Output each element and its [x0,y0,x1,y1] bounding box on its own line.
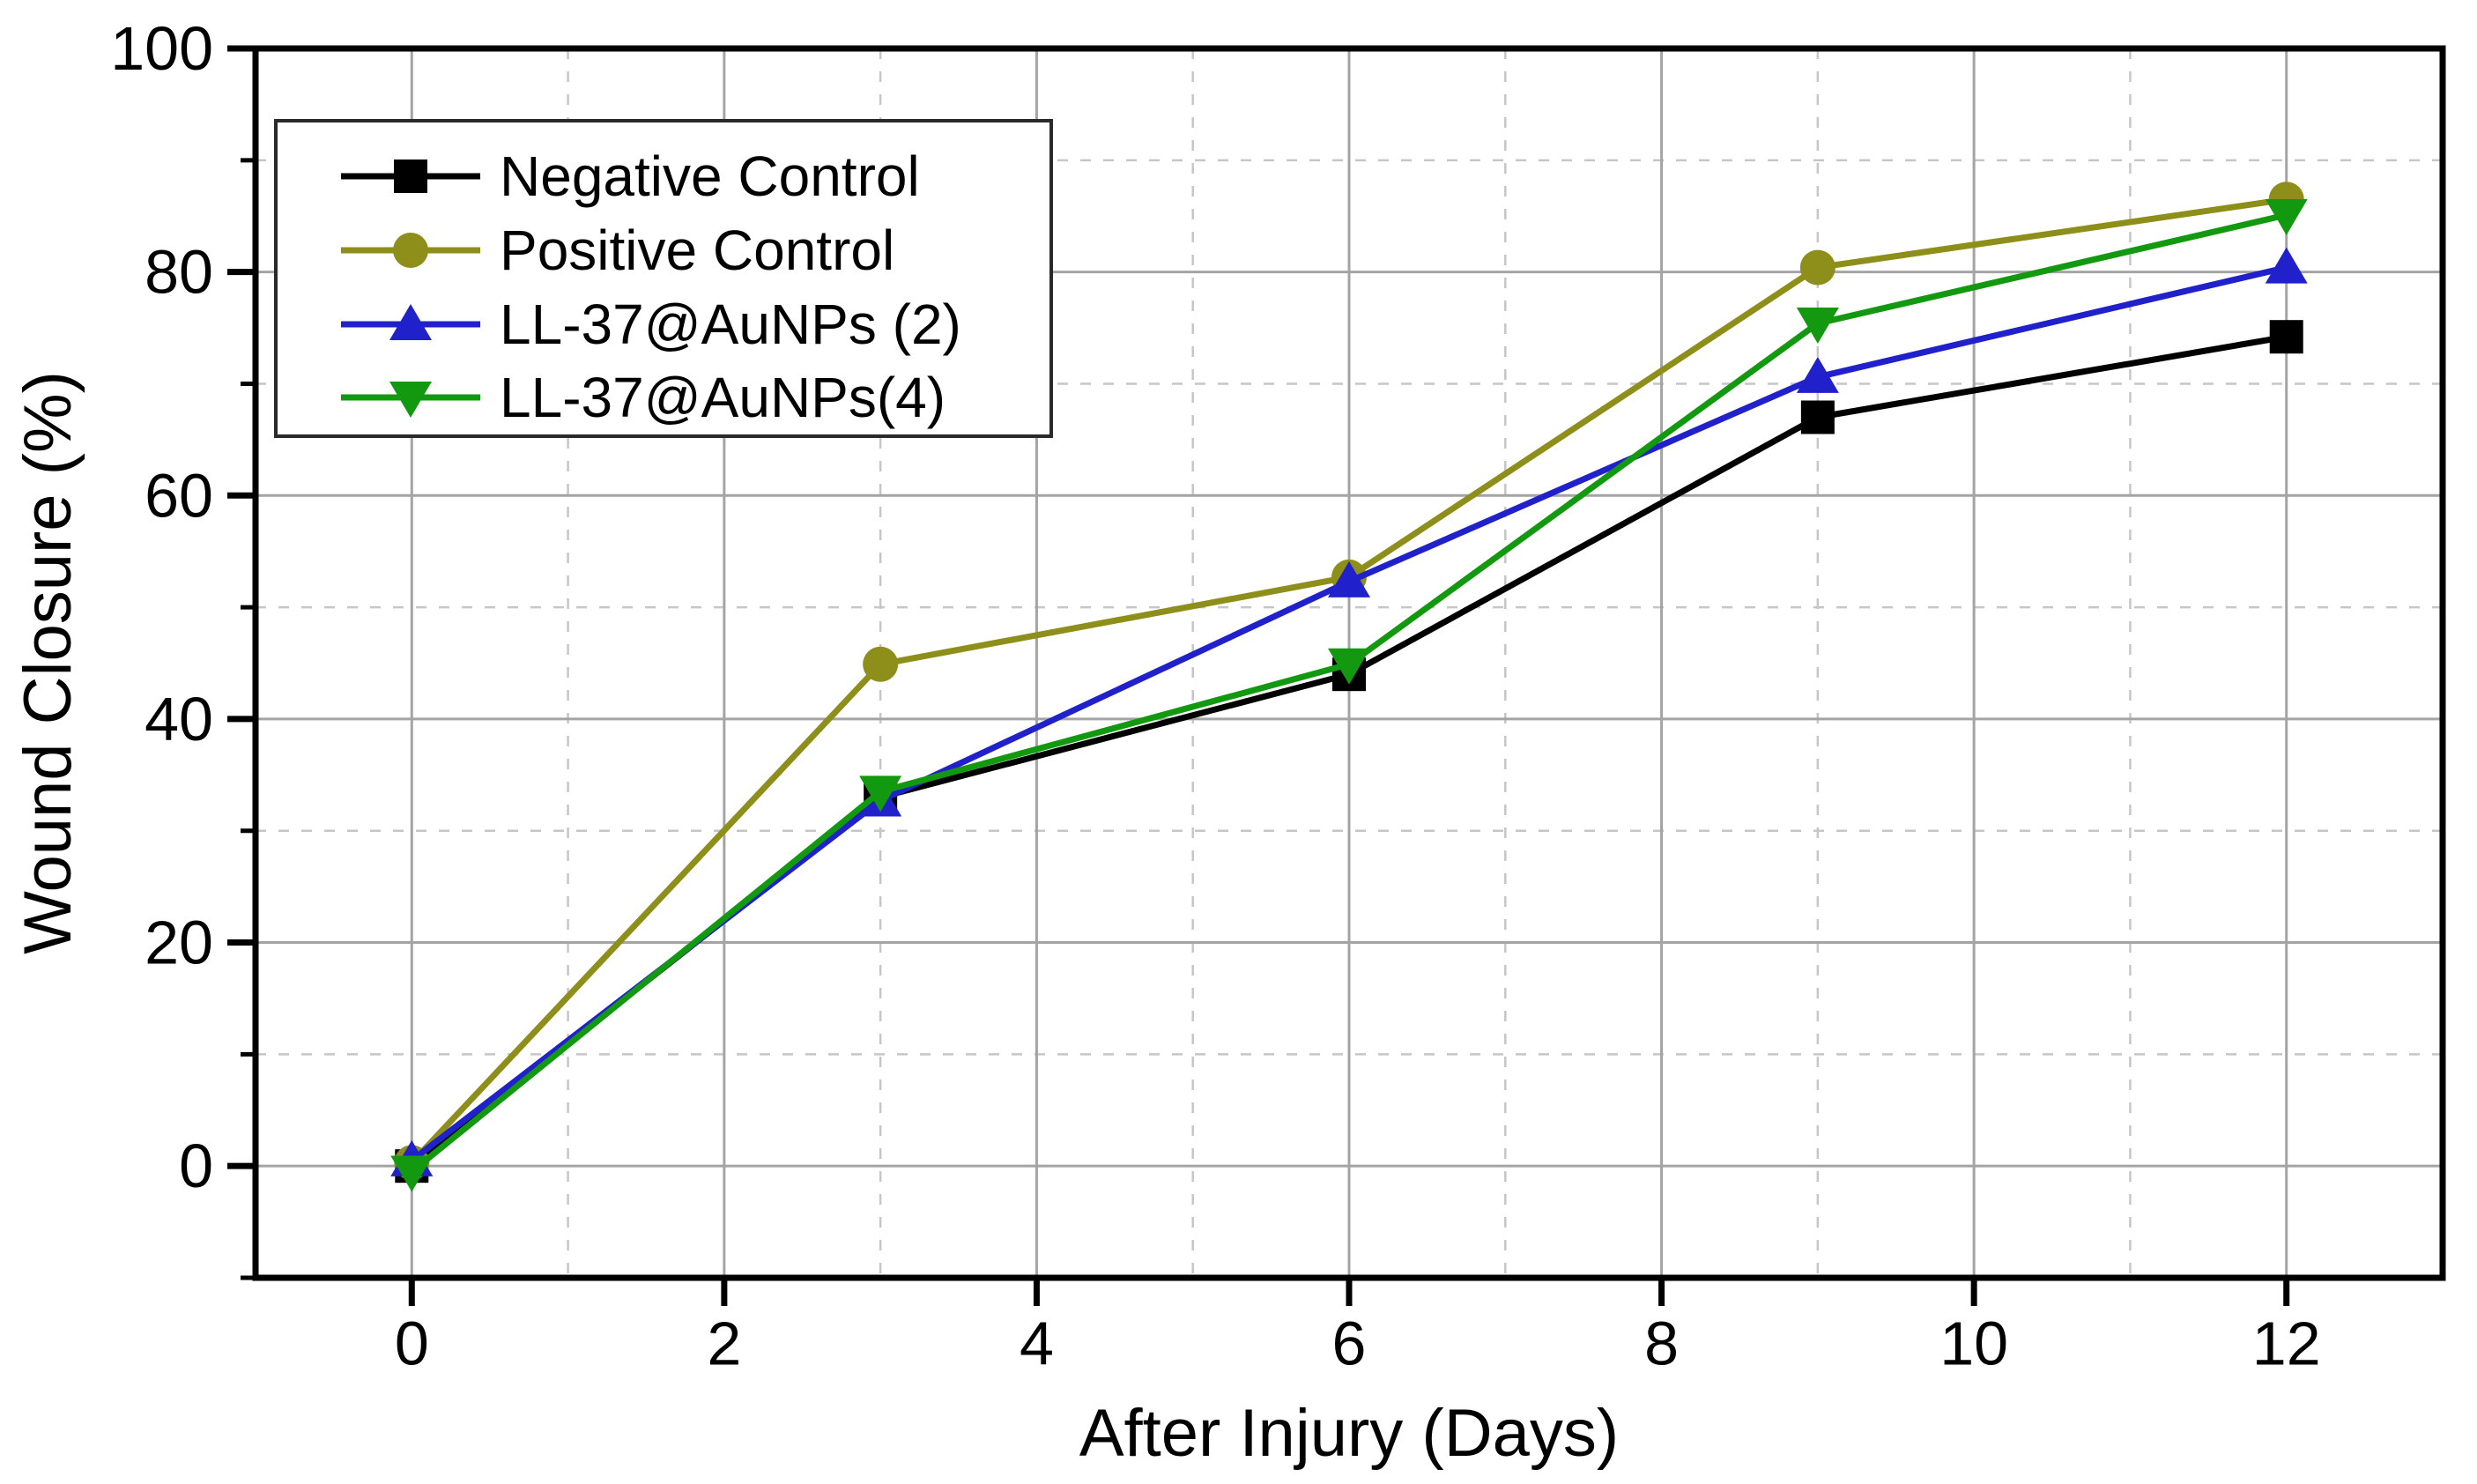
data-point-marker [2265,247,2308,284]
y-tick-label: 60 [145,461,213,530]
legend-entry: LL-37@AuNPs(4) [341,366,946,429]
legend-entry: LL-37@AuNPs (2) [341,293,961,356]
legend-marker-triangle-up [389,304,432,340]
x-tick-label: 4 [1020,1309,1054,1377]
axis-ticks [227,45,2290,1306]
legend-label: LL-37@AuNPs(4) [500,366,946,429]
legend-entry: Positive Control [341,219,894,282]
data-point-marker [1796,356,1839,393]
legend-label: Positive Control [500,219,894,282]
legend-marker-triangle-down [389,382,432,418]
y-tick-label: 100 [110,14,213,83]
axis-tick-labels: 0 2 4 6 8 10 12 0 20 40 60 80 100 [110,14,2320,1377]
x-axis-title: After Injury (Days) [1079,1396,1619,1471]
y-tick-label: 80 [145,238,213,307]
data-point-marker [1799,249,1836,286]
y-tick-label: 40 [145,685,213,753]
x-tick-label: 10 [1939,1309,2008,1377]
y-tick-label: 20 [145,909,213,977]
data-point-marker [1328,560,1370,597]
legend: Negative Control Positive Control LL-37@Au… [274,119,1053,438]
legend-entry: Negative Control [341,145,920,208]
x-tick-label: 6 [1332,1309,1367,1377]
x-tick-label: 0 [395,1309,429,1377]
data-point-marker [863,646,899,682]
data-point-marker [2265,198,2308,235]
x-tick-label: 8 [1644,1309,1679,1377]
data-point-marker [2269,320,2303,354]
legend-marker-circle [393,233,428,268]
legend-label: Negative Control [500,145,920,208]
legend-label: LL-37@AuNPs (2) [500,293,961,356]
x-tick-label: 12 [2252,1309,2321,1377]
data-point-marker [1328,648,1370,685]
data-point-marker [1800,400,1835,434]
x-tick-label: 2 [707,1309,741,1377]
y-axis-title: Wound Closure (%) [11,371,85,954]
data-point-marker [859,775,902,812]
series-ll-37-aunps-4- [390,198,2308,1192]
y-tick-label: 0 [179,1132,213,1200]
legend-marker-square [394,160,427,193]
data-series [390,182,2308,1192]
data-point-marker [1796,307,1839,344]
data-point-marker [390,1155,434,1192]
